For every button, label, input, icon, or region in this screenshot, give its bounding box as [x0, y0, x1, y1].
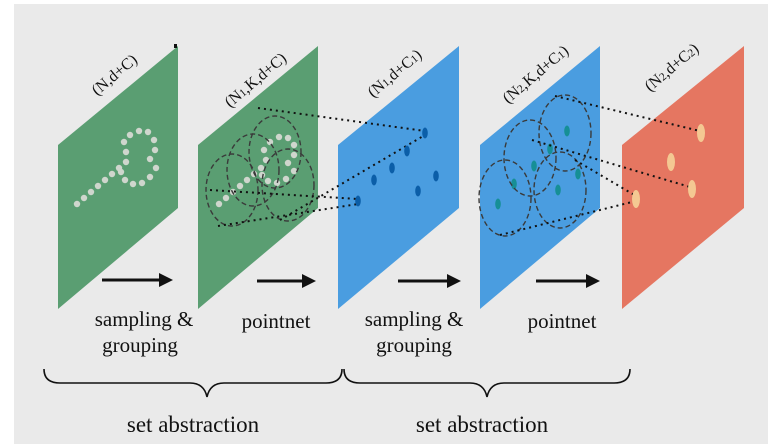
operation-3-line-1: sampling & — [365, 307, 464, 331]
panel-5-output-features — [622, 46, 744, 309]
operation-1-line-2: grouping — [102, 333, 178, 357]
panel-4-points — [495, 125, 581, 210]
operation-4-line-1: pointnet — [528, 309, 597, 333]
operation-arrows — [102, 273, 600, 288]
panel-5-output-points — [632, 124, 705, 208]
brace-left — [43, 368, 343, 398]
operation-3-line-2: grouping — [376, 333, 452, 357]
top-white-strip — [0, 0, 768, 4]
arrow-4-icon — [536, 274, 600, 288]
group-1-label: set abstraction — [127, 412, 260, 437]
panel-2-point-cloud — [215, 133, 298, 208]
panel-1-input-points — [58, 46, 178, 309]
panel-4-grouping-regions — [478, 94, 592, 237]
panel-2-grouping-regions — [205, 115, 315, 227]
arrow-3-icon — [398, 274, 461, 288]
arrow-2-icon — [257, 274, 316, 288]
brace-right — [343, 368, 631, 398]
arrow-1-icon — [102, 273, 173, 287]
panel-3-sampled-points — [355, 127, 439, 207]
corner-tick — [174, 44, 177, 48]
projection-lines-2 — [499, 95, 701, 236]
panel-1-point-cloud — [73, 127, 160, 208]
left-white-strip — [0, 0, 14, 444]
panel-4-grouped-features — [480, 46, 600, 309]
operation-1-line-1: sampling & — [95, 307, 194, 331]
group-2-label: set abstraction — [416, 412, 549, 437]
projection-lines-1 — [209, 107, 426, 227]
panel-3-sampled-features — [338, 46, 459, 309]
operation-2-line-1: pointnet — [242, 309, 311, 333]
